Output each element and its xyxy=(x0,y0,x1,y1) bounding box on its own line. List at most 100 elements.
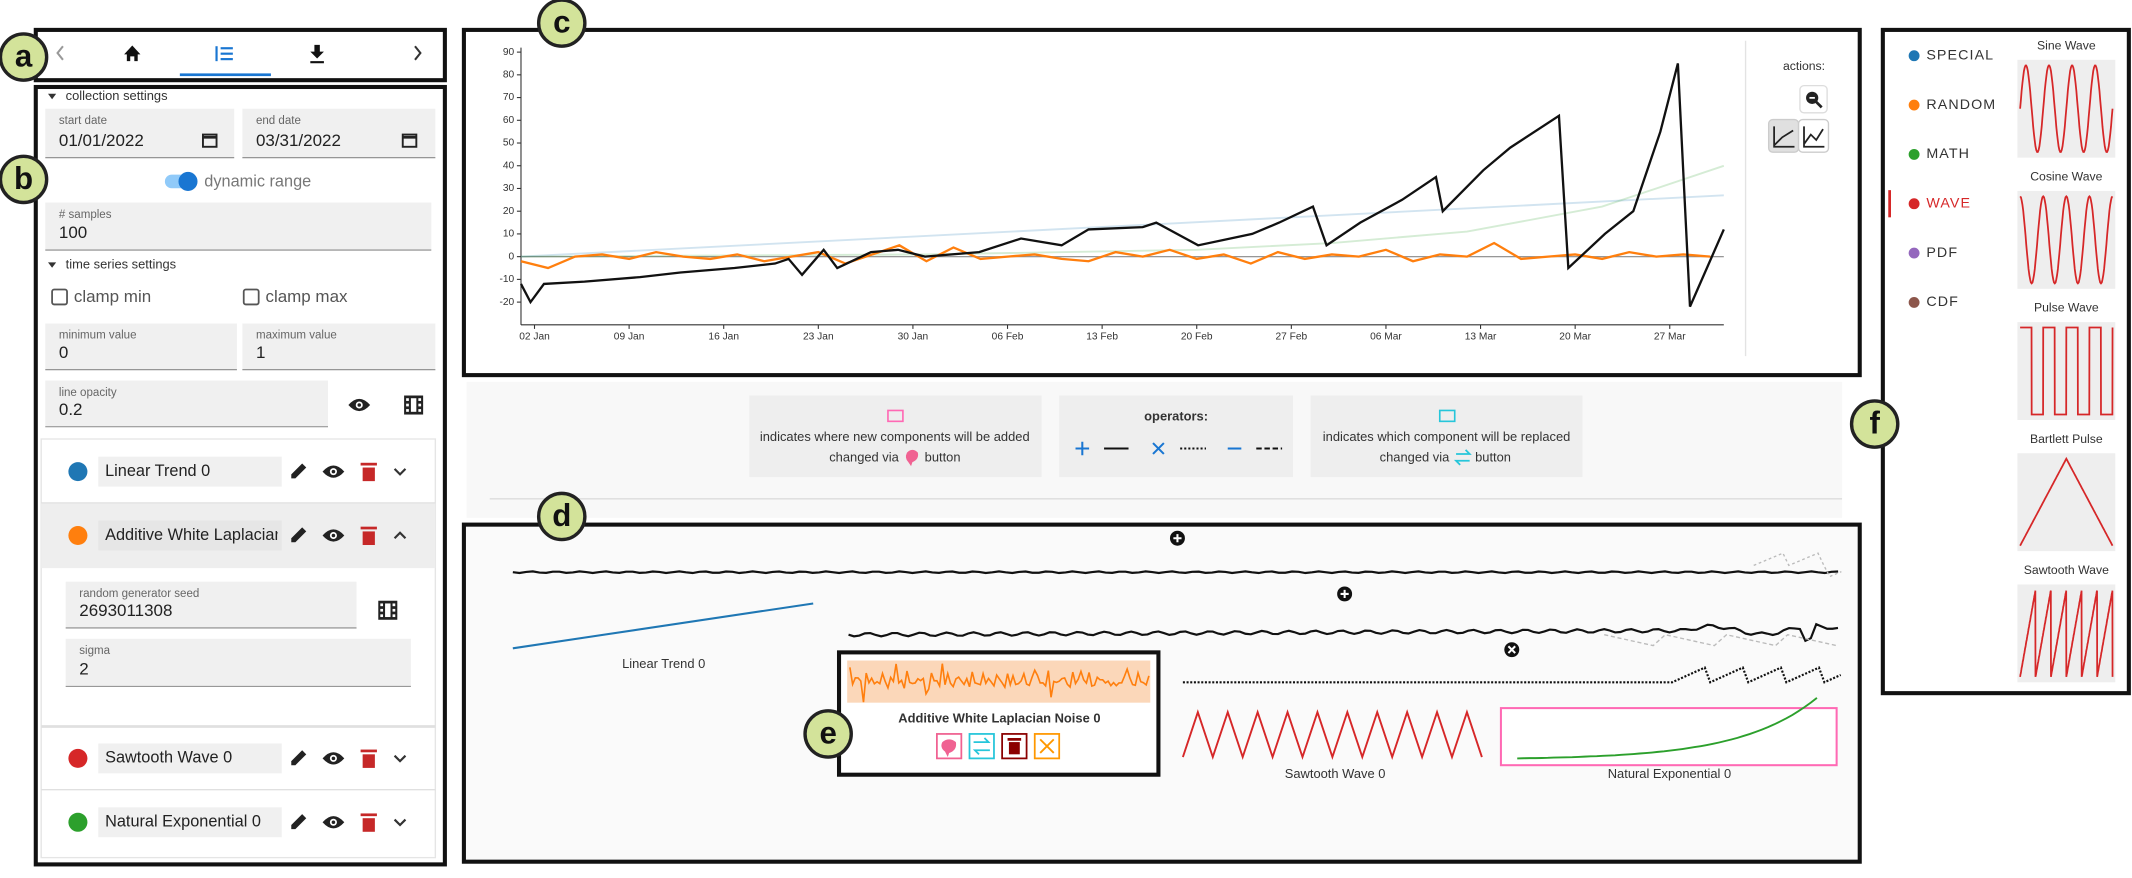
film-hole xyxy=(380,603,384,607)
sigma-input[interactable] xyxy=(65,638,411,687)
visibility-button[interactable] xyxy=(322,752,345,765)
guide-title: operators: xyxy=(1144,409,1208,424)
component-color xyxy=(68,748,88,768)
replace-button[interactable] xyxy=(968,733,995,760)
visibility-button[interactable] xyxy=(322,529,345,542)
item-thumbnail[interactable] xyxy=(2017,453,2116,552)
x-tick-label: 13 Feb xyxy=(1086,332,1118,343)
category-dot[interactable] xyxy=(1908,198,1920,210)
seed-input[interactable] xyxy=(65,581,357,628)
category-tab[interactable]: WAVE xyxy=(1926,195,1971,211)
download-button[interactable] xyxy=(310,44,324,64)
category-tab[interactable]: SPECIAL xyxy=(1926,47,1994,63)
field-label: # samples xyxy=(59,209,112,221)
min-value-input[interactable] xyxy=(45,323,237,370)
component-label: Sawtooth Wave 0 xyxy=(1285,766,1386,781)
delete-button[interactable] xyxy=(360,462,377,482)
toggle-thumb[interactable] xyxy=(178,171,198,191)
guide-text: button xyxy=(1475,449,1511,464)
item-preview xyxy=(2019,456,2114,547)
view-button[interactable] xyxy=(1797,118,1830,153)
item-thumbnail[interactable] xyxy=(2017,190,2116,289)
collapse-toggle[interactable] xyxy=(48,93,57,100)
insert-target[interactable] xyxy=(1499,707,1838,767)
start-date-input[interactable] xyxy=(45,108,235,158)
replace-button-icon xyxy=(1453,449,1472,466)
forward-button[interactable] xyxy=(414,45,422,61)
category-dot[interactable] xyxy=(1908,148,1920,160)
eye-pupil xyxy=(331,469,336,474)
film-hole xyxy=(380,614,384,618)
eye-pupil xyxy=(331,533,336,538)
checkbox[interactable] xyxy=(242,288,260,306)
category-tab[interactable]: RANDOM xyxy=(1926,97,1996,113)
randomize-button[interactable] xyxy=(404,395,424,415)
item-title: Cosine Wave xyxy=(2030,170,2102,184)
max-value-input[interactable] xyxy=(242,323,436,370)
end-date-input[interactable] xyxy=(242,108,436,158)
category-dot[interactable] xyxy=(1908,296,1920,308)
category-dot[interactable] xyxy=(1908,99,1920,111)
edit-button[interactable] xyxy=(291,750,307,766)
checkbox[interactable] xyxy=(51,288,68,306)
field-label: random generator seed xyxy=(79,588,199,600)
component-name-input[interactable] xyxy=(98,520,282,551)
component-name-input[interactable] xyxy=(98,743,282,774)
component-name: Additive White Laplacian Noise 0 xyxy=(105,526,343,544)
category-tab[interactable]: MATH xyxy=(1926,146,1970,162)
film-frame xyxy=(410,398,417,412)
eye-pupil xyxy=(357,403,362,407)
nav-panel xyxy=(33,27,447,83)
film-hole xyxy=(418,403,422,407)
expand-button[interactable] xyxy=(393,468,407,476)
category-tab[interactable]: PDF xyxy=(1926,245,1958,261)
guide-box xyxy=(1059,395,1293,478)
category-tab[interactable]: CDF xyxy=(1926,294,1959,310)
icon-glyph xyxy=(1007,738,1022,741)
calendar-icon[interactable] xyxy=(201,133,218,148)
delete-button[interactable] xyxy=(360,526,377,546)
delete-button[interactable] xyxy=(360,749,377,768)
opacity-input[interactable] xyxy=(45,380,328,427)
samples-input[interactable] xyxy=(45,202,432,251)
delete-button[interactable] xyxy=(360,813,377,832)
icon-glyph xyxy=(941,739,957,758)
category-dot[interactable] xyxy=(1908,247,1920,259)
component-name-input[interactable] xyxy=(98,456,282,487)
component-preview xyxy=(849,663,1150,703)
field-value: 2693011308 xyxy=(79,601,172,620)
callout-badge xyxy=(536,491,587,542)
field-label: maximum value xyxy=(256,330,337,342)
randomize-button[interactable] xyxy=(378,600,398,620)
expand-button[interactable] xyxy=(393,531,407,539)
item-title: Bartlett Pulse xyxy=(2030,432,2103,446)
add-button-icon xyxy=(905,449,919,467)
y-tick-label: 40 xyxy=(503,160,515,171)
component-name-input[interactable] xyxy=(98,807,282,838)
list-button[interactable] xyxy=(215,46,233,62)
collapse-toggle[interactable] xyxy=(48,262,57,268)
edit-button[interactable] xyxy=(291,814,307,830)
item-preview xyxy=(2019,64,2114,153)
home-button[interactable] xyxy=(124,45,141,62)
expand-button[interactable] xyxy=(393,818,407,827)
add-marker-icon xyxy=(887,409,904,423)
calendar-icon[interactable] xyxy=(401,133,418,148)
x-tick-label: 27 Feb xyxy=(1275,332,1307,343)
item-title: Sawtooth Wave xyxy=(2024,563,2109,577)
eye-pupil xyxy=(331,820,336,825)
edit-button[interactable] xyxy=(291,463,307,479)
trash-lid xyxy=(360,749,377,753)
field-label: end date xyxy=(256,115,301,127)
visibility-button[interactable] xyxy=(322,816,345,829)
visibility-button[interactable] xyxy=(322,465,345,478)
expand-button[interactable] xyxy=(393,754,407,763)
trash-body xyxy=(362,818,375,832)
back-button[interactable] xyxy=(56,45,64,61)
edit-button[interactable] xyxy=(291,527,307,543)
category-dot[interactable] xyxy=(1908,50,1920,62)
callout-letter: a xyxy=(15,39,33,74)
y-tick-label: 80 xyxy=(503,70,515,81)
visibility-button[interactable] xyxy=(348,398,371,412)
film-hole xyxy=(392,614,396,618)
